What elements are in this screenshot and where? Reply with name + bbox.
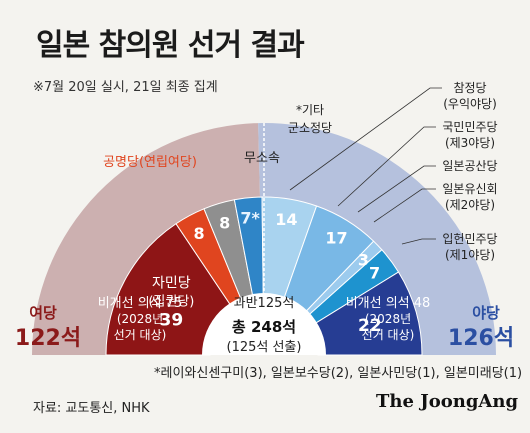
segment-value: 8 [219,214,230,233]
opposition-seats: 126석 [448,326,514,351]
ishin-label: (제2야당) [445,198,495,212]
ruling-uncontested-label: 비개선 의석 75 [98,296,183,311]
leader-line [373,188,436,223]
gita-label: 군소정당 [288,121,332,135]
page-title: 일본 참의원 선거 결과 [36,28,305,63]
segment-party-label: 자민당 [152,276,191,292]
chamjeong-label: (우익야당) [443,97,497,111]
segment-value: 8 [193,224,204,243]
musosok-label: 무소속 [244,151,280,166]
leader-line [401,238,436,245]
total-seats-label: 총 248석 [232,318,296,336]
kokumin-label: (제3야당) [445,136,495,150]
leader-line [357,165,436,213]
rikken-label: (제1야당) [445,248,495,262]
brand-logo: The JoongAng [376,391,519,412]
opposition-uncontested-label: (2028년 [365,312,411,326]
leader-line [337,126,436,207]
ruling-seats: 122석 [15,326,81,351]
kokumin-label: 국민민주당 [442,120,497,134]
leader-line [289,87,442,191]
opposition-label: 야당 [472,304,500,322]
ruling-uncontested-label: 선거 대상) [114,328,167,342]
subtitle: ※7월 20일 실시, 21일 최종 집계 [33,80,218,95]
majority-label: 과반125석 [234,296,295,311]
footnote: *레이와신센구미(3), 일본보수당(2), 일본사민당(1), 일본미래당(1… [154,366,523,381]
segment-value: 7 [369,263,380,282]
ruling-uncontested-arc [32,123,260,355]
segment-value: 39 [160,311,184,331]
opposition-uncontested-label: 선거 대상) [362,328,415,342]
ruling-uncontested-label: (2028년 [117,312,163,326]
opposition-uncontested-label: 비개선 의석 48 [346,296,431,311]
opposition-uncontested-arc [258,123,496,355]
ishin-label: 일본유신회 [442,182,497,196]
segment-value: 22 [358,316,382,336]
contested-label: (125석 선출) [227,340,302,355]
kyosan-label: 일본공산당 [442,159,497,173]
komei-label: 공명당(연립여당) [103,155,197,170]
gita-label: *기타 [296,103,324,117]
segment-value: 14 [275,210,297,229]
segment-value: 3 [358,250,369,269]
segment-sub-label: (집권당) [148,295,194,310]
ruling-label: 여당 [29,304,57,322]
rikken-label: 입헌민주당 [442,232,497,246]
chamjeong-label: 참정당 [453,81,486,95]
source-credit: 자료: 교도통신, NHK [33,401,150,416]
outer-ring [32,123,496,355]
leader-lines [289,87,442,245]
center-disc [202,293,326,355]
segment-value: 7* [240,209,260,228]
segment-value: 17 [325,229,347,248]
